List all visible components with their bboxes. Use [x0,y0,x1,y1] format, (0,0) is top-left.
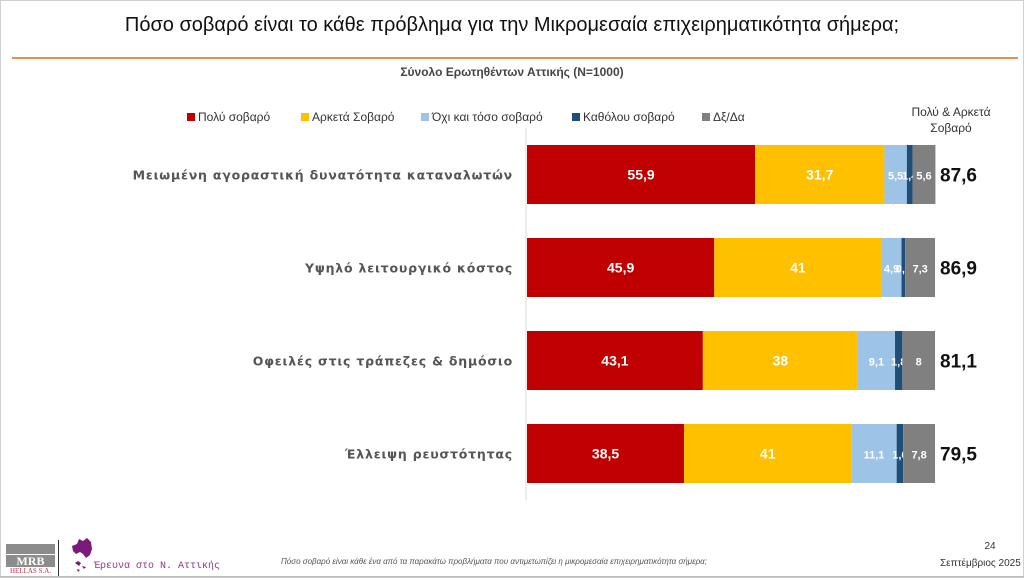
data-label: 4,9 [884,264,899,276]
category-label: Έλλειψη ρευστότητας [344,447,513,462]
data-label: 45,9 [607,260,634,276]
page-number: 24 [984,541,996,552]
bar-segment [702,331,858,390]
legend-item-quite-serious: Αρκετά Σοβαρό [301,110,394,124]
footer-question: Πόσο σοβαρό είναι κάθε ένα από τα παρακά… [281,557,707,566]
legend-item-not-at-all-serious: Καθόλου σοβαρό [572,110,675,124]
bar-segment [684,424,852,483]
legend-item-dk-na: Δξ/Δα [702,110,745,124]
legend-item-very-serious: Πολύ σοβαρό [187,110,270,124]
legend-label: Αρκετά Σοβαρό [312,110,395,124]
data-label: 41 [790,260,806,276]
data-label: 43,1 [601,353,628,369]
summary-column-header: Πολύ & Αρκετά Σοβαρό [911,105,991,135]
bar-segment [527,424,685,483]
data-label: 38,5 [592,446,619,462]
data-label: 5,6 [916,171,931,183]
bar-segment [527,145,756,204]
bar-segment [905,238,935,297]
legend-swatch [187,113,195,121]
data-label: 7,8 [911,450,926,462]
bar-segment [912,145,936,204]
category-label: Μειωμένη αγοραστική δυνατότητα καταναλωτ… [133,168,513,183]
bar-segment [527,331,703,390]
logo-bar [6,544,55,554]
bar-segment [901,238,906,297]
bottom-border [0,576,1024,577]
data-label: 5,5 [888,171,903,183]
logo-text: MRB [6,555,55,567]
bar-segment [902,331,935,390]
bar-segment [851,424,897,483]
bar-segment [527,238,715,297]
bar-segment [714,238,882,297]
data-label: 8 [916,357,922,369]
data-label: 41 [760,446,776,462]
category-label: Υψηλό λειτουργικό κόστος [304,261,513,276]
category-label: Οφειλές στις τράπεζες & δημόσιο [253,354,513,369]
footer-date: Σεπτέμβριος 2025 [940,558,1021,569]
data-label: 7,3 [912,264,927,276]
bar-segment [884,145,907,204]
logo-subtext: HELLAS S.A. [9,567,52,575]
summary-value: 87,6 [940,166,977,187]
bar-segment [857,331,896,390]
legend-swatch [572,113,580,121]
summary-value: 81,1 [940,352,977,373]
legend-label: Δξ/Δα [713,110,745,124]
legend-label: Όχι και τόσο σοβαρό [432,110,543,124]
title-divider [12,57,1018,59]
summary-value: 86,9 [940,259,977,280]
data-label: 9,1 [869,357,884,369]
data-label: 38 [773,353,789,369]
logo-separator [58,540,59,576]
chart-title: Πόσο σοβαρό είναι το κάθε πρόβλημα για τ… [124,14,900,36]
bar-segment [906,145,913,204]
bar-segment [896,424,904,483]
bar-segment [895,331,903,390]
legend-swatch [301,113,309,121]
footer-research-label: Έρευνα στο Ν. Αττικής [94,561,221,572]
legend-swatch [702,113,710,121]
legend-item-not-so-serious: Όχι και τόσο σοβαρό [421,110,543,124]
legend-swatch [421,113,429,121]
data-label: 31,7 [806,167,833,183]
attica-map-icon [72,538,92,572]
bar-segment [755,145,885,204]
bar-segment [881,238,902,297]
chart-subtitle: Σύνολο Ερωτηθέντων Αττικής (N=1000) [400,65,624,79]
mrb-logo: MRB HELLAS S.A. [6,544,55,576]
data-label: 11,1 [864,450,885,462]
summary-value: 79,5 [940,445,977,466]
data-label: 55,9 [627,167,654,183]
bar-segment [903,424,935,483]
legend-label: Καθόλου σοβαρό [583,110,675,124]
legend-label: Πολύ σοβαρό [198,110,271,124]
